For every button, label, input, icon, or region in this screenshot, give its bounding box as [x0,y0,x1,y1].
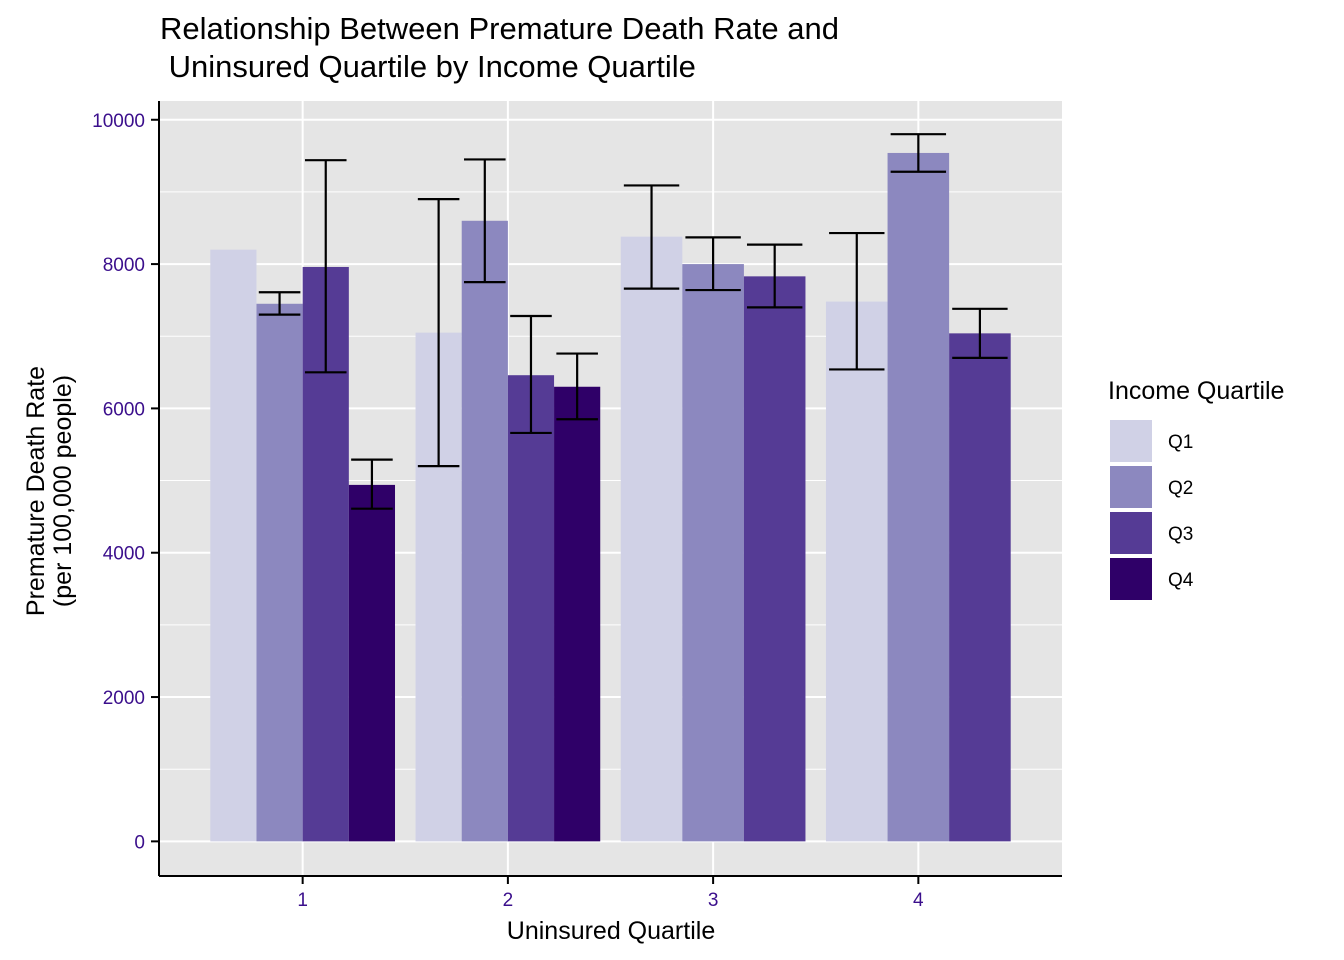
legend-title: Income Quartile [1108,377,1284,405]
error-bars [258,133,1008,510]
legend-label: Q3 [1168,524,1193,545]
y-axis-title-line-1: Premature Death Rate [22,366,50,616]
bar [743,276,806,842]
y-tick-label: 4000 [103,544,145,565]
chart-title-line-1: Relationship Between Premature Death Rat… [160,11,839,46]
bars [210,152,1011,842]
bar [620,236,683,842]
bar [461,220,508,842]
bar [887,152,950,842]
bar [256,303,303,842]
y-tick-label: 8000 [103,255,145,276]
y-axis-title: Premature Death Rate (per 100,000 people… [22,366,77,616]
legend-swatch [1110,420,1152,462]
x-axis-title: Uninsured Quartile [507,917,715,945]
y-tick-label: 6000 [103,399,145,420]
legend: Income Quartile Q1 Q2 Q3 Q4 [1108,377,1284,602]
bar [348,484,396,842]
bar [949,333,1011,842]
bar [554,386,601,842]
legend-label: Q1 [1168,432,1193,453]
legend-label: Q2 [1168,478,1193,499]
x-tick-label: 1 [297,890,308,911]
y-tick-label: 10000 [92,111,145,132]
legend-swatch [1110,558,1152,600]
bar [210,249,257,842]
bar [507,375,555,842]
x-tick-label: 2 [503,890,514,911]
legend-swatch [1110,512,1152,554]
legend-swatch [1110,466,1152,508]
y-axis-title-line-2: (per 100,000 people) [49,375,77,607]
bar [682,264,744,842]
y-tick-label: 2000 [103,688,145,709]
x-tick-label: 4 [913,890,924,911]
y-tick-label: 0 [134,832,145,853]
x-tick-label: 3 [708,890,719,911]
bar [825,301,888,842]
legend-label: Q4 [1168,570,1194,591]
axis-ticks: 0 2000 4000 6000 8000 10000 1 2 3 4 [92,111,924,911]
chart-title-line-2: Uninsured Quartile by Income Quartile [160,49,696,84]
